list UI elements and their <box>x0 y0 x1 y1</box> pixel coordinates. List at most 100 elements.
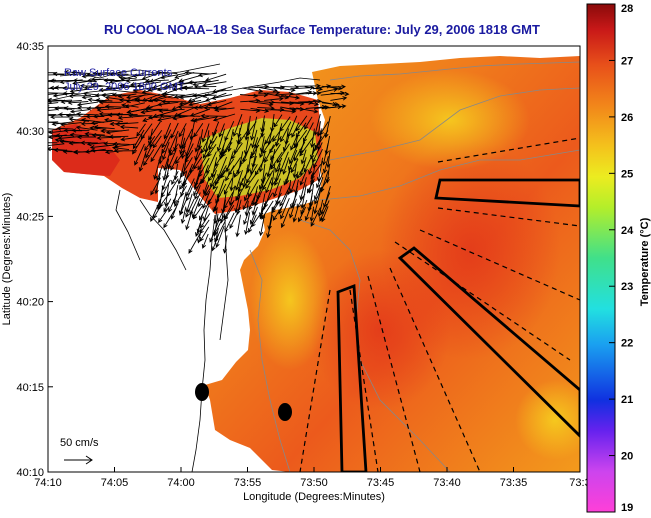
current-vector <box>224 212 235 233</box>
current-vector <box>266 155 274 178</box>
current-vector <box>48 93 58 95</box>
current-vector <box>109 79 129 85</box>
current-vector <box>132 73 155 79</box>
current-vector <box>67 100 89 105</box>
current-vector <box>316 172 324 189</box>
current-vector <box>71 128 90 133</box>
vectors-date: July 29, 2006 1800 GMT <box>64 81 185 93</box>
current-vector <box>121 103 139 108</box>
current-vector <box>168 193 178 213</box>
current-vector <box>111 145 130 151</box>
plot-area: Raw Surface Currents July 29, 2006 1800 … <box>48 46 580 472</box>
current-vector <box>68 93 91 99</box>
current-vector <box>313 87 339 95</box>
current-vector <box>75 111 99 117</box>
current-vector <box>185 193 193 214</box>
colorbar <box>586 3 616 513</box>
current-vector <box>132 129 145 150</box>
current-vector <box>203 105 227 111</box>
current-vector <box>265 177 273 194</box>
station-marker <box>278 403 292 421</box>
current-vector <box>245 170 259 190</box>
current-vector <box>249 101 274 107</box>
cool-patch <box>370 70 530 170</box>
current-vector <box>243 206 251 226</box>
current-vector <box>54 106 73 111</box>
current-vector <box>136 123 146 137</box>
transect-lines <box>299 137 580 472</box>
current-vector <box>72 80 91 86</box>
current-vector <box>86 141 106 147</box>
current-vector <box>68 117 90 122</box>
current-vector <box>120 83 145 88</box>
current-vector <box>193 156 203 170</box>
current-vector <box>330 96 348 101</box>
current-vector <box>96 135 122 141</box>
current-vector <box>126 93 153 100</box>
current-vector <box>53 147 73 153</box>
current-vector <box>100 92 121 98</box>
current-vector <box>119 124 139 130</box>
colorbar-tick-label: 21 <box>621 394 633 406</box>
current-vector <box>98 111 123 117</box>
current-vector <box>163 207 177 229</box>
current-vector <box>233 164 242 178</box>
current-vector <box>202 142 211 159</box>
current-vector <box>264 96 284 101</box>
current-vector <box>289 198 297 219</box>
current-vector <box>195 219 203 238</box>
current-vector <box>161 129 172 149</box>
current-vector <box>96 107 122 113</box>
current-vector <box>313 176 324 201</box>
current-vector <box>170 156 178 171</box>
current-vector <box>209 221 219 243</box>
current-vector <box>163 184 170 207</box>
current-vector <box>197 72 218 78</box>
colorbar-tick-label: 19 <box>621 502 633 514</box>
current-vector <box>150 199 161 223</box>
current-vector <box>120 136 138 142</box>
current-vector <box>158 108 185 114</box>
current-vector <box>199 226 210 242</box>
current-vector <box>163 122 172 140</box>
current-vector <box>228 185 236 207</box>
colorbar-tick-label: 28 <box>621 3 633 15</box>
current-vector <box>90 120 113 126</box>
current-vector <box>216 128 226 153</box>
current-vector <box>329 84 346 89</box>
current-vector <box>206 100 227 107</box>
cool-patch <box>250 230 330 370</box>
current-vector <box>176 113 201 118</box>
current-vector <box>244 212 251 235</box>
current-vector <box>215 225 225 249</box>
scale-arrow <box>64 455 93 465</box>
current-vector <box>48 87 58 89</box>
current-vector <box>314 105 330 110</box>
current-vector <box>112 141 130 147</box>
current-vector <box>52 71 73 77</box>
current-vector <box>163 198 172 213</box>
current-vector <box>147 115 171 120</box>
current-vector <box>198 184 210 208</box>
colorbar-tick-label: 26 <box>621 112 633 124</box>
current-vector <box>308 157 315 176</box>
current-vector <box>272 128 283 143</box>
current-vector <box>296 193 306 209</box>
current-vector <box>55 133 74 138</box>
current-vector <box>173 93 195 99</box>
current-vector <box>150 144 162 163</box>
sample-polygons <box>336 178 580 472</box>
current-vector <box>251 198 258 216</box>
colorbar-tick-label: 23 <box>621 281 633 293</box>
current-vector <box>279 184 291 207</box>
x-tick-label: 74:05 <box>101 477 129 489</box>
current-vector <box>214 107 235 113</box>
current-vector <box>280 198 290 220</box>
current-vector <box>144 135 156 152</box>
current-vector <box>126 107 153 114</box>
scale-label: 50 cm/s <box>60 437 99 449</box>
current-vector <box>303 150 315 173</box>
current-vector <box>72 78 97 83</box>
current-vector <box>130 80 153 87</box>
current-vector <box>128 113 153 118</box>
